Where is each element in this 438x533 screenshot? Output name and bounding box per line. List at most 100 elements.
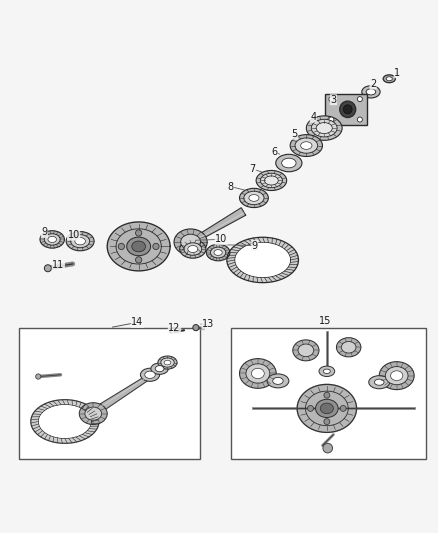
- Ellipse shape: [132, 241, 145, 252]
- Ellipse shape: [79, 403, 107, 425]
- Ellipse shape: [293, 340, 319, 361]
- Ellipse shape: [340, 101, 356, 117]
- Circle shape: [135, 230, 142, 236]
- Circle shape: [324, 418, 330, 425]
- Text: 6: 6: [272, 147, 278, 157]
- Text: 15: 15: [318, 316, 331, 326]
- Ellipse shape: [240, 359, 276, 389]
- Ellipse shape: [151, 363, 168, 374]
- Ellipse shape: [315, 399, 338, 417]
- Circle shape: [44, 265, 51, 272]
- Ellipse shape: [240, 188, 268, 207]
- Text: 3: 3: [330, 95, 336, 104]
- Ellipse shape: [127, 237, 151, 256]
- Text: 11: 11: [52, 260, 64, 270]
- Ellipse shape: [374, 379, 384, 385]
- Ellipse shape: [300, 142, 312, 149]
- Ellipse shape: [391, 371, 403, 381]
- Ellipse shape: [336, 338, 361, 357]
- Text: 9: 9: [41, 228, 47, 237]
- Ellipse shape: [256, 171, 287, 190]
- Circle shape: [118, 243, 124, 249]
- Polygon shape: [195, 208, 246, 241]
- Ellipse shape: [362, 86, 380, 98]
- Text: 12: 12: [168, 324, 180, 334]
- Ellipse shape: [155, 366, 164, 372]
- Circle shape: [357, 96, 362, 102]
- Text: 14: 14: [131, 317, 144, 327]
- Ellipse shape: [244, 191, 264, 205]
- Ellipse shape: [386, 77, 392, 80]
- Text: 10: 10: [67, 230, 80, 240]
- Text: 8: 8: [228, 182, 234, 191]
- Polygon shape: [297, 384, 357, 432]
- Ellipse shape: [267, 374, 289, 388]
- Ellipse shape: [158, 356, 177, 369]
- Polygon shape: [31, 400, 99, 443]
- Bar: [325, 94, 367, 125]
- Circle shape: [153, 243, 159, 249]
- Circle shape: [307, 406, 314, 411]
- Ellipse shape: [246, 364, 270, 383]
- Ellipse shape: [260, 173, 283, 188]
- Circle shape: [340, 406, 346, 411]
- Ellipse shape: [295, 138, 318, 153]
- Ellipse shape: [366, 89, 376, 95]
- Ellipse shape: [180, 234, 201, 250]
- Circle shape: [323, 443, 332, 453]
- Ellipse shape: [343, 105, 352, 114]
- Ellipse shape: [85, 407, 102, 420]
- Circle shape: [193, 325, 199, 330]
- Polygon shape: [93, 373, 153, 415]
- Ellipse shape: [306, 116, 342, 140]
- Circle shape: [35, 374, 41, 379]
- Bar: [19, 328, 200, 458]
- Polygon shape: [235, 242, 290, 278]
- Text: 5: 5: [291, 129, 298, 139]
- Ellipse shape: [75, 238, 85, 245]
- Ellipse shape: [316, 123, 332, 134]
- Ellipse shape: [71, 235, 90, 248]
- Ellipse shape: [214, 249, 222, 255]
- Ellipse shape: [161, 358, 174, 367]
- Text: 9: 9: [252, 240, 258, 251]
- Ellipse shape: [298, 344, 314, 357]
- Ellipse shape: [184, 243, 202, 255]
- Ellipse shape: [311, 119, 337, 137]
- Ellipse shape: [290, 135, 322, 157]
- Circle shape: [329, 96, 334, 102]
- Ellipse shape: [276, 154, 302, 172]
- Ellipse shape: [379, 362, 414, 390]
- Circle shape: [135, 257, 142, 263]
- Circle shape: [329, 117, 334, 122]
- Ellipse shape: [341, 342, 356, 353]
- Circle shape: [324, 392, 330, 398]
- Ellipse shape: [66, 231, 94, 251]
- Ellipse shape: [40, 231, 64, 248]
- Text: 1: 1: [394, 68, 400, 78]
- Polygon shape: [227, 237, 298, 282]
- Text: 7: 7: [250, 164, 256, 174]
- Ellipse shape: [48, 236, 57, 243]
- Ellipse shape: [180, 240, 206, 258]
- Ellipse shape: [323, 369, 330, 374]
- Ellipse shape: [319, 366, 335, 376]
- Ellipse shape: [141, 368, 159, 381]
- Ellipse shape: [211, 247, 226, 258]
- Ellipse shape: [249, 195, 259, 201]
- Circle shape: [357, 117, 362, 122]
- Ellipse shape: [369, 376, 390, 389]
- Bar: [231, 328, 426, 458]
- Ellipse shape: [273, 377, 283, 384]
- Text: 4: 4: [310, 112, 316, 122]
- Text: 2: 2: [370, 79, 376, 89]
- Ellipse shape: [383, 75, 396, 83]
- Ellipse shape: [265, 176, 278, 185]
- Ellipse shape: [251, 368, 264, 378]
- Polygon shape: [107, 222, 170, 271]
- Ellipse shape: [282, 158, 296, 168]
- Ellipse shape: [164, 360, 171, 365]
- Text: 13: 13: [202, 319, 214, 329]
- Text: 10: 10: [215, 235, 227, 245]
- Ellipse shape: [44, 234, 60, 245]
